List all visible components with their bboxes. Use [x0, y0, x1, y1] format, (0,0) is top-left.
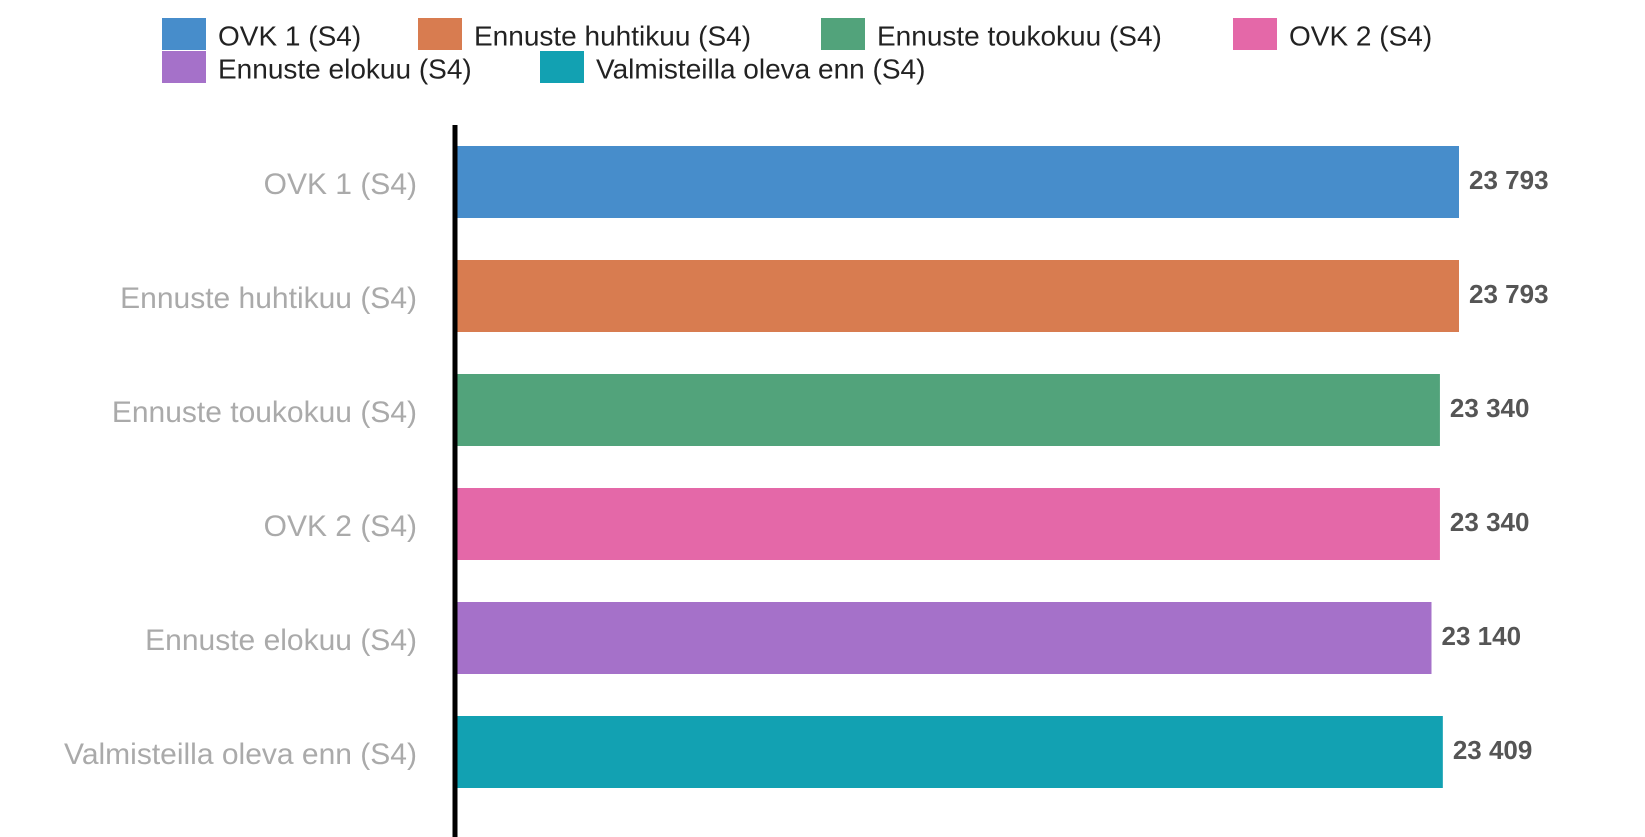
legend-swatch [1233, 18, 1277, 50]
bar [457, 716, 1443, 788]
bar [457, 602, 1432, 674]
value-label: 23 793 [1469, 279, 1549, 309]
legend-label: Ennuste elokuu (S4) [218, 53, 472, 84]
value-label: 23 793 [1469, 165, 1549, 195]
legend-label: OVK 1 (S4) [218, 20, 361, 51]
bar [457, 260, 1459, 332]
category-label: Ennuste huhtikuu (S4) [120, 282, 417, 315]
legend-swatch [540, 51, 584, 83]
legend-swatch [162, 51, 206, 83]
bar [457, 488, 1440, 560]
legend-label: Valmisteilla oleva enn (S4) [596, 53, 925, 84]
bar [457, 146, 1459, 218]
category-label: OVK 2 (S4) [264, 510, 417, 543]
category-label: Ennuste toukokuu (S4) [112, 396, 417, 429]
legend-swatch [418, 18, 462, 50]
legend-swatch [821, 18, 865, 50]
category-label: Ennuste elokuu (S4) [145, 624, 417, 657]
bar [457, 374, 1440, 446]
value-label: 23 140 [1442, 621, 1522, 651]
legend-label: Ennuste huhtikuu (S4) [474, 20, 751, 51]
value-label: 23 409 [1453, 735, 1533, 765]
value-label: 23 340 [1450, 393, 1530, 423]
category-label: Valmisteilla oleva enn (S4) [64, 738, 417, 771]
legend-label: OVK 2 (S4) [1289, 20, 1432, 51]
value-label: 23 340 [1450, 507, 1530, 537]
category-label: OVK 1 (S4) [264, 168, 417, 201]
legend-label: Ennuste toukokuu (S4) [877, 20, 1162, 51]
legend-swatch [162, 18, 206, 50]
